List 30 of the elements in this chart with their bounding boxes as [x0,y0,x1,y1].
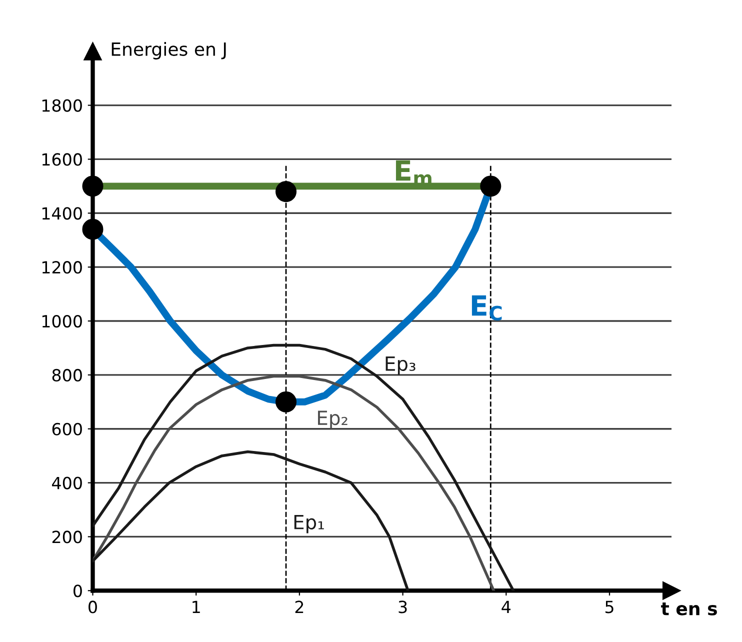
y-tick-label: 600 [52,422,82,436]
y-tick-label: 400 [52,476,82,490]
y-tick-label: 1400 [42,207,82,220]
point [276,391,297,412]
x-tick-label: 4 [502,600,511,614]
point [480,176,502,197]
line-series [92,450,410,591]
x-tick-label: 1 [192,600,200,614]
series-label: Ep₂ [318,410,348,429]
y-tick-label: 800 [52,368,82,382]
x-tick-label: 2 [295,600,304,614]
y-tick-label: 1800 [42,99,82,112]
y-tick-label: 1200 [42,261,82,274]
series-label: Ep₃ [386,356,416,375]
y-tick-label: 200 [52,530,82,544]
line-series [92,344,515,591]
line-series [92,374,496,591]
y-tick-label: 1600 [42,153,82,166]
x-tick-label: 3 [398,600,407,614]
x-axis-title: t en s [661,602,717,616]
text: Ep₁ [294,515,324,534]
point [82,176,104,197]
point [276,181,297,202]
y-tick-label: 1000 [42,314,82,328]
series-label: E$_{C}$ [472,295,502,320]
y-tick-label: 0 [74,584,82,598]
y-axis-title: Energies en J [112,42,226,60]
x-tick-label: 0 [88,600,97,614]
x-tick-label: 5 [605,600,614,614]
point [82,218,104,240]
